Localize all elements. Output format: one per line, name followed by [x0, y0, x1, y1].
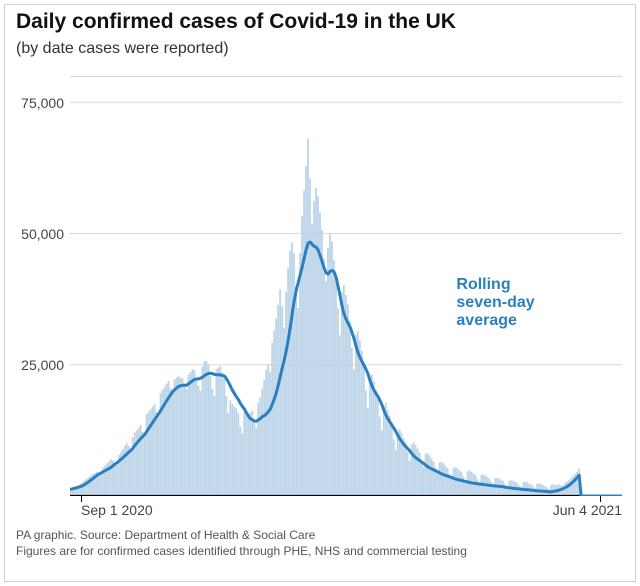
xtick-mark — [81, 496, 82, 502]
chart-subtitle: (by date cases were reported) — [16, 40, 229, 58]
plot-svg — [70, 76, 622, 496]
footer-line: PA graphic. Source: Department of Health… — [16, 528, 467, 544]
chart-title: Daily confirmed cases of Covid-19 in the… — [16, 10, 456, 34]
chart-footer: PA graphic. Source: Department of Health… — [16, 528, 467, 559]
xtick-label: Jun 4 2021 — [553, 502, 622, 518]
xtick-label: Sep 1 2020 — [81, 502, 153, 518]
ytick-label: 50,000 — [4, 226, 64, 242]
plot-area — [70, 76, 622, 496]
ytick-label: 75,000 — [4, 95, 64, 111]
xtick-mark — [600, 496, 601, 502]
footer-line: Figures are for confirmed cases identifi… — [16, 544, 467, 560]
chart-frame: Daily confirmed cases of Covid-19 in the… — [0, 0, 640, 586]
rolling-avg-annotation: Rolling seven-day average — [456, 276, 534, 331]
ytick-label: 25,000 — [4, 357, 64, 373]
